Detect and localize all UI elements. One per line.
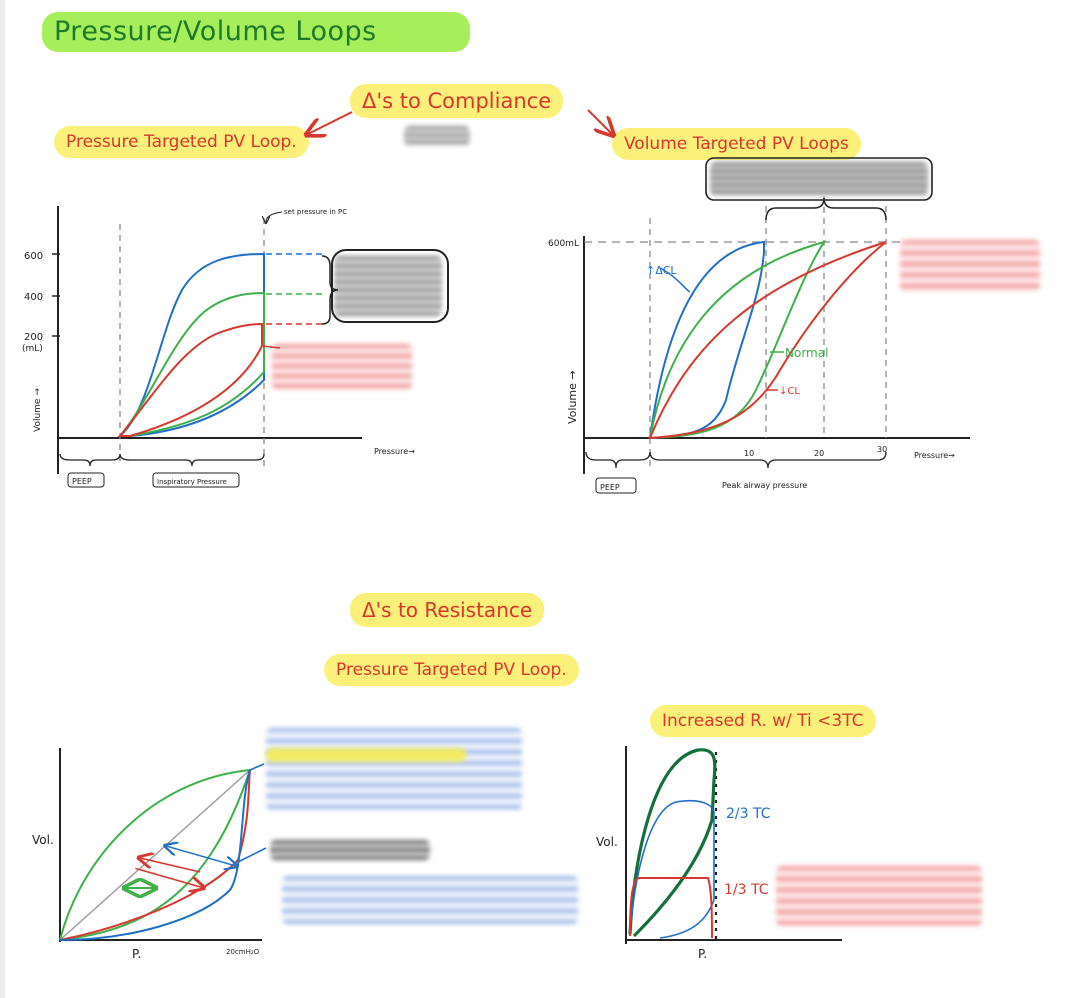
redacted-note [282, 876, 578, 924]
note-box-outline [705, 157, 933, 201]
inspiratory-curve [59, 769, 251, 941]
increased-compliance-loop [648, 240, 765, 440]
brace [321, 255, 339, 325]
full-loop [628, 748, 717, 938]
vc-loop-heading: Volume Targeted PV Loops [612, 128, 861, 160]
increase-label: ↑ΔCL [646, 264, 677, 277]
one-third-loop [629, 877, 713, 939]
peep-box [595, 477, 637, 494]
y-tick-400: 400 [24, 292, 43, 303]
expiratory-curve [59, 769, 251, 941]
y-axis-label: Vol. [32, 833, 54, 847]
peep-label: PEEP [72, 477, 92, 486]
insp-brace [119, 453, 265, 467]
x-axis-label: P. [698, 947, 707, 961]
y-tick-600: 600 [24, 251, 43, 262]
peak-brace [649, 451, 887, 469]
increase-pointer [659, 267, 691, 293]
redacted-note [404, 126, 470, 146]
x-axis-label: Pressure→ [914, 451, 955, 460]
diagonal-line [59, 769, 251, 941]
leader-top [249, 763, 265, 771]
high-resistance-curve [59, 769, 251, 941]
x-tick-20: 20 [814, 449, 824, 458]
set-pressure-pointer [266, 211, 283, 222]
note-box-outline [331, 249, 449, 323]
pc-loop-heading: Pressure Targeted PV Loop. [54, 126, 309, 158]
high-compliance-loop [117, 252, 265, 437]
top-brace [765, 197, 887, 221]
y-ticks [52, 253, 60, 337]
peep-brace [585, 451, 651, 469]
set-pressure-label: set pressure in PC [284, 208, 347, 216]
peep-label: PEEP [600, 483, 620, 492]
normal-label: Normal [785, 346, 828, 360]
x-tick-10: 10 [744, 449, 754, 458]
resistance-pc-chart: Vol. P. 20cmH₂O [32, 748, 267, 961]
increased-resistance-heading: Increased R. w/ Ti <3TC [650, 705, 876, 737]
two-thirds-loop [629, 799, 715, 939]
y-axis-label: Volume → [566, 370, 579, 424]
redacted-note [266, 728, 522, 810]
y-tick-200: 200 [24, 332, 43, 343]
arrow-to-vc-loop [587, 109, 612, 134]
normal-compliance-loop [648, 240, 827, 440]
resistance-heading: Δ's to Resistance [350, 593, 545, 627]
y-axis-label: Volume → [33, 388, 43, 432]
two-thirds-label: 2/3 TC [726, 806, 771, 822]
red-arrow [135, 867, 202, 887]
one-third-label: 1/3 TC [724, 882, 769, 898]
insp-box [152, 472, 240, 488]
insp-label: Inspiratory Pressure [157, 478, 227, 486]
redacted-note [710, 162, 928, 196]
pc-compliance-chart: 600 400 200 (mL) Volume → Pressure→ set … [22, 206, 449, 488]
page-title: Pressure/Volume Loops [42, 12, 470, 52]
y-unit: (mL) [22, 344, 43, 354]
x-tick-20: 20cmH₂O [226, 948, 260, 956]
redacted-note [272, 344, 412, 390]
red-arrow-back [140, 858, 201, 873]
redacted-note [776, 866, 982, 926]
redacted-note [900, 240, 1040, 292]
x-axis-label: Pressure→ [374, 447, 415, 456]
page-edge [0, 0, 5, 998]
peep-brace [59, 453, 121, 467]
blue-arrow-back [166, 846, 237, 867]
increased-resistance-curve [59, 769, 251, 941]
y-axis-label: Vol. [596, 835, 618, 849]
leader-bottom [237, 847, 267, 863]
redacted-note [334, 256, 442, 316]
peak-label: Peak airway pressure [722, 481, 807, 490]
low-compliance-pointer [261, 345, 281, 349]
redacted-highlight [266, 748, 466, 762]
resistance-pc-heading: Pressure Targeted PV Loop. [324, 654, 579, 686]
low-compliance-loop [117, 322, 263, 437]
decrease-label: ↓CL [779, 386, 800, 397]
normal-compliance-loop [117, 291, 265, 437]
increased-resistance-chart: Vol. P. 2/3 TC 1/3 TC [596, 746, 842, 961]
vc-compliance-chart: 600mL Volume → 10 20 30 Pressure→ PEEP P… [548, 157, 970, 494]
x-tick-30: 30 [877, 445, 887, 454]
y-tick-600ml: 600mL [548, 239, 579, 249]
peep-box [67, 472, 105, 488]
redacted-note [270, 840, 430, 860]
x-axis-label: P. [132, 947, 141, 961]
decreased-compliance-loop [648, 241, 887, 440]
compliance-heading: Δ's to Compliance [350, 84, 564, 118]
arrow-to-pc-loop [308, 111, 353, 134]
